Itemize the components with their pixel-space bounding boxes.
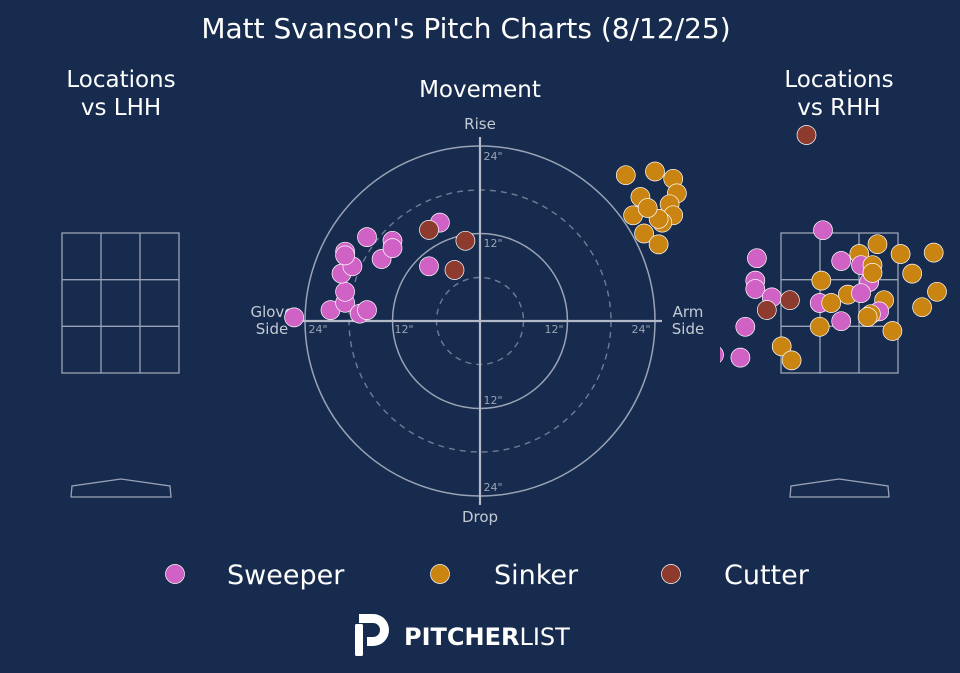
- rhh-point-sinker: [857, 307, 878, 327]
- legend-item-sinker: Sinker: [430, 560, 579, 591]
- rhh-point-sinker: [882, 321, 903, 341]
- movement-pitch-points: [284, 161, 687, 328]
- rhh-point-sinker: [867, 234, 888, 255]
- rhh-point-sinker: [890, 244, 911, 264]
- legend-label-cutter: Cutter: [724, 560, 810, 591]
- pitcherlist-wordmark: PITCHERLIST: [404, 623, 570, 651]
- legend: Sweeper Sinker Cutter: [165, 560, 810, 591]
- lhh-title-line2: vs LHH: [81, 95, 161, 121]
- movement-left-label-line1: Glove: [250, 303, 293, 321]
- rhh-point-sinker: [902, 263, 923, 284]
- ring-label-bottom-24: 24": [483, 481, 502, 494]
- chart-title: Matt Svanson's Pitch Charts (8/12/25): [201, 12, 730, 45]
- ring-label-right-12: 12": [544, 323, 563, 336]
- rhh-point-sinker: [821, 293, 842, 313]
- legend-item-sweeper: Sweeper: [165, 560, 345, 591]
- ring-label-top-24: 24": [483, 150, 502, 163]
- movement-point-sweeper: [357, 300, 377, 320]
- movement-point-sweeper: [335, 245, 355, 266]
- movement-right-label-line2: Side: [672, 320, 704, 338]
- movement-panel: Movement Rise Drop Glove Side Arm Side 2…: [250, 77, 704, 526]
- rhh-point-sinker: [781, 350, 802, 371]
- legend-marker-sweeper: [165, 564, 185, 584]
- ring-label-right-24: 24": [631, 323, 650, 336]
- rhh-point-sweeper: [813, 220, 833, 241]
- rhh-home-plate: [789, 478, 890, 498]
- lhh-home-plate: [70, 478, 172, 498]
- rhh-point-sweeper: [831, 311, 852, 332]
- legend-label-sinker: Sinker: [494, 560, 579, 591]
- ring-label-top-12: 12": [483, 237, 502, 250]
- rhh-point-sweeper: [831, 251, 852, 271]
- rhh-point-sweeper: [851, 283, 871, 304]
- lhh-panel: Locations vs LHH: [61, 67, 180, 498]
- rhh-point-sweeper: [745, 279, 766, 299]
- ring-label-left-24: 24": [308, 323, 327, 336]
- movement-point-sweeper: [419, 256, 439, 277]
- movement-point-sinker: [637, 198, 658, 218]
- movement-point-cutter: [444, 260, 465, 280]
- rhh-point-sweeper: [747, 248, 767, 269]
- rhh-point-cutter: [796, 125, 817, 145]
- legend-marker-sinker: [430, 564, 450, 584]
- rhh-title-line1: Locations: [784, 67, 893, 93]
- movement-left-label-line2: Side: [256, 320, 288, 338]
- pitcherlist-p-icon: [355, 614, 389, 656]
- movement-right-label-line1: Arm: [673, 303, 704, 321]
- rhh-point-sinker: [811, 270, 832, 291]
- rhh-point-cutter: [780, 290, 800, 311]
- legend-marker-cutter: [661, 564, 681, 584]
- movement-point-sinker: [634, 223, 654, 244]
- rhh-point-sinker: [809, 316, 830, 337]
- movement-point-sinker: [615, 165, 636, 186]
- rhh-point-sinker: [912, 297, 932, 318]
- rhh-point-sinker: [862, 263, 883, 283]
- legend-label-sweeper: Sweeper: [227, 560, 345, 591]
- legend-item-cutter: Cutter: [661, 560, 810, 591]
- movement-point-sweeper: [357, 227, 377, 247]
- lhh-title-line1: Locations: [66, 67, 175, 93]
- movement-point-sinker: [645, 161, 665, 182]
- movement-axes: [298, 137, 662, 505]
- rhh-point-sinker: [923, 242, 944, 263]
- movement-point-sweeper: [335, 281, 355, 302]
- rhh-point-sweeper: [720, 346, 724, 363]
- ring-label-bottom-12: 12": [483, 394, 502, 407]
- rhh-point-sinker: [771, 336, 792, 357]
- ring-label-left-12: 12": [394, 323, 413, 336]
- rhh-point-sinker: [927, 281, 947, 302]
- movement-point-sweeper: [382, 238, 403, 258]
- lhh-strike-zone: [61, 232, 180, 374]
- movement-point-sinker: [648, 234, 669, 255]
- movement-point-cutter: [455, 230, 476, 251]
- movement-point-cutter: [419, 220, 439, 240]
- rhh-panel: Locations vs RHH: [720, 67, 947, 498]
- pitcherlist-logo: PITCHERLIST: [355, 614, 570, 656]
- movement-title: Movement: [419, 77, 541, 103]
- rhh-title-line2: vs RHH: [797, 95, 880, 121]
- rhh-point-sweeper: [730, 347, 751, 368]
- rhh-point-sweeper: [735, 316, 756, 337]
- movement-top-label: Rise: [464, 115, 496, 133]
- rhh-pitch-points: [720, 125, 947, 371]
- movement-bottom-label: Drop: [462, 508, 498, 526]
- movement-point-sweeper: [284, 307, 304, 328]
- rhh-point-cutter: [756, 300, 777, 320]
